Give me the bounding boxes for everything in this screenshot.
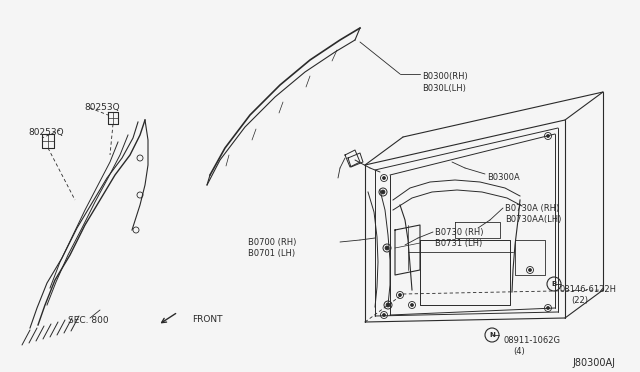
Text: B0731 (LH): B0731 (LH) — [435, 239, 483, 248]
Text: B0300(RH): B0300(RH) — [422, 72, 468, 81]
Text: B0700 (RH): B0700 (RH) — [248, 238, 296, 247]
Text: 08146-6122H: 08146-6122H — [560, 285, 617, 294]
Text: 80253Q: 80253Q — [28, 128, 63, 137]
Text: B0730AA(LH): B0730AA(LH) — [505, 215, 561, 224]
Circle shape — [410, 304, 413, 307]
Circle shape — [529, 269, 531, 272]
Text: B030L(LH): B030L(LH) — [422, 84, 466, 93]
Circle shape — [547, 307, 550, 310]
Text: 80253Q: 80253Q — [84, 103, 120, 112]
Circle shape — [399, 294, 401, 296]
Text: B: B — [552, 281, 557, 287]
Text: N: N — [489, 332, 495, 338]
Circle shape — [386, 303, 390, 307]
Text: 08911-1062G: 08911-1062G — [503, 336, 560, 345]
Circle shape — [381, 190, 385, 194]
Circle shape — [385, 246, 389, 250]
Text: (22): (22) — [571, 296, 588, 305]
Text: J80300AJ: J80300AJ — [572, 358, 615, 368]
Text: FRONT: FRONT — [192, 315, 223, 324]
Text: B0701 (LH): B0701 (LH) — [248, 249, 295, 258]
Circle shape — [383, 176, 385, 180]
Text: SEC. 800: SEC. 800 — [68, 316, 109, 325]
Text: (4): (4) — [513, 347, 525, 356]
Text: B0730A (RH): B0730A (RH) — [505, 204, 559, 213]
Circle shape — [547, 135, 550, 138]
Text: B0300A: B0300A — [487, 173, 520, 182]
Circle shape — [383, 314, 385, 317]
Text: B0730 (RH): B0730 (RH) — [435, 228, 483, 237]
